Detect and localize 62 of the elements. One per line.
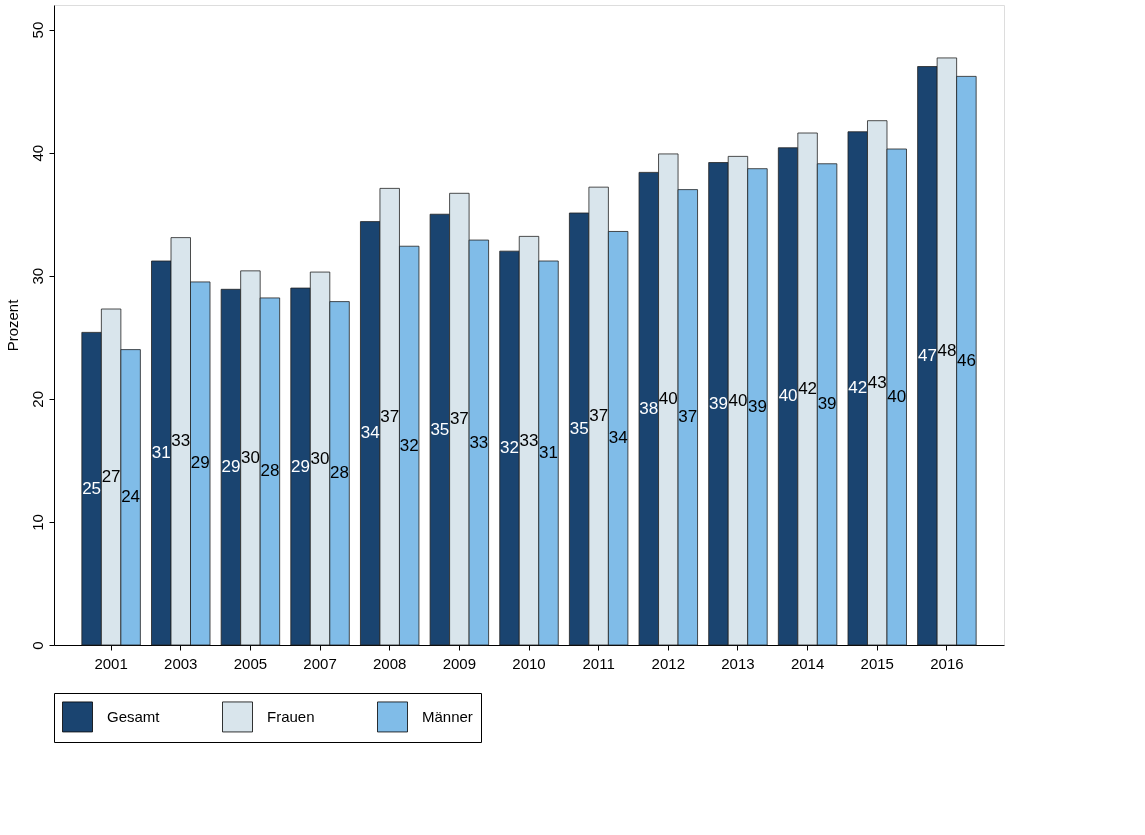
data-label: 27 [101, 467, 121, 486]
data-label: 30 [240, 447, 260, 467]
data-label: 37 [589, 406, 609, 426]
data-label: 29 [221, 457, 241, 477]
data-label: 31 [151, 443, 171, 462]
y-tick-label: 20 [28, 391, 46, 408]
data-label: 29 [291, 456, 311, 476]
data-label: 29 [190, 453, 210, 473]
data-label: 33 [171, 431, 191, 451]
y-tick-label: 0 [28, 641, 46, 650]
data-label: 35 [430, 419, 450, 439]
data-label: 25 [82, 478, 102, 498]
data-label: 30 [310, 448, 330, 468]
data-label: 37 [380, 406, 400, 426]
data-label: 24 [121, 487, 141, 507]
data-label: 31 [539, 443, 558, 462]
data-label: 48 [937, 341, 957, 361]
x-tick-label: 2005 [233, 654, 268, 672]
data-label: 28 [330, 463, 350, 483]
data-label: 32 [500, 438, 519, 458]
data-label: 37 [678, 407, 698, 427]
legend-label: Frauen [267, 707, 315, 725]
data-label: 40 [728, 390, 748, 410]
data-label: 40 [658, 389, 678, 409]
data-label: 32 [399, 435, 419, 455]
data-label: 37 [449, 409, 469, 429]
x-tick-label: 2003 [164, 654, 198, 672]
x-tick-label: 2014 [790, 654, 825, 672]
y-tick-label: 10 [28, 514, 46, 531]
data-label: 46 [956, 350, 976, 370]
y-axis-title: Prozent [3, 298, 21, 352]
data-label: 33 [469, 432, 489, 452]
x-tick-label: 2016 [930, 654, 964, 672]
x-tick-label: 2012 [651, 654, 685, 672]
y-tick-label: 30 [28, 267, 46, 285]
data-label: 28 [260, 461, 280, 481]
data-label: 34 [608, 428, 628, 448]
data-label: 47 [917, 345, 937, 365]
legend-label: Männer [422, 707, 473, 725]
data-label: 39 [747, 396, 767, 416]
y-tick-label: 40 [28, 144, 46, 162]
data-label: 40 [887, 387, 907, 406]
data-label: 43 [867, 372, 887, 392]
data-label: 35 [569, 419, 589, 438]
data-label: 39 [708, 393, 728, 413]
data-label: 42 [798, 379, 818, 398]
x-tick-label: 2009 [442, 654, 477, 672]
data-label: 40 [778, 386, 798, 406]
data-label: 39 [817, 394, 837, 414]
data-label: 38 [639, 398, 659, 418]
x-tick-label: 2007 [303, 654, 337, 672]
data-label: 42 [848, 378, 868, 398]
data-label: 34 [360, 423, 380, 443]
x-tick-label: 2011 [582, 654, 615, 672]
x-tick-label: 2008 [373, 654, 407, 672]
legend-label: Gesamt [107, 707, 161, 725]
y-tick-label: 50 [28, 21, 46, 39]
x-tick-label: 2015 [860, 654, 894, 672]
x-tick-label: 2001 [94, 654, 128, 672]
data-label: 33 [519, 430, 539, 450]
x-tick-label: 2013 [721, 654, 755, 672]
x-tick-label: 2010 [512, 654, 546, 672]
